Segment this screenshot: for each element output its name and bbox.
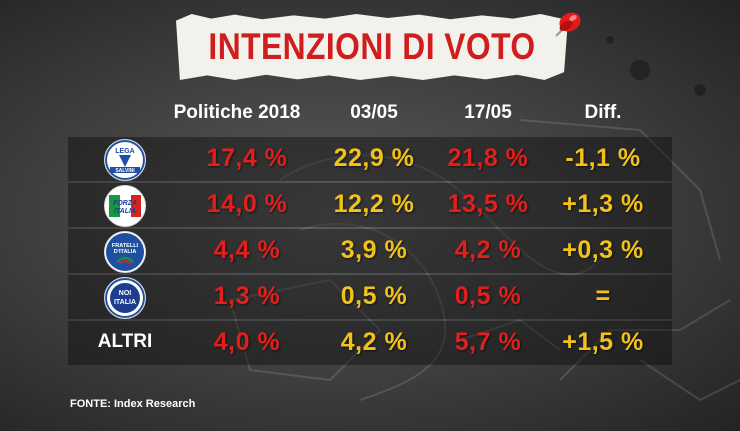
- column-header: 17/05: [464, 102, 512, 123]
- table-cell: 4,0 %: [213, 328, 281, 356]
- table-row: [68, 321, 672, 365]
- svg-text:ITALIA: ITALIA: [114, 208, 136, 215]
- table-cell: 0,5 %: [454, 282, 522, 310]
- table-cell: 5,7 %: [454, 328, 522, 356]
- svg-text:SALVINI: SALVINI: [115, 168, 135, 174]
- table-cell: 17,4 %: [206, 144, 288, 172]
- svg-text:LEGA: LEGA: [115, 148, 134, 155]
- table-row: [68, 137, 672, 181]
- table-cell: 0,5 %: [340, 282, 408, 310]
- table-cell: 4,2 %: [340, 328, 408, 356]
- table-row: [68, 275, 672, 319]
- table-cell: +1,5 %: [562, 328, 644, 356]
- table-cell: +0,3 %: [562, 236, 644, 264]
- table-cell: 14,0 %: [206, 190, 288, 218]
- table-cell: +1,3 %: [562, 190, 644, 218]
- title-banner: [176, 14, 568, 80]
- column-header: 03/05: [350, 102, 398, 123]
- table-cell: 22,9 %: [333, 144, 415, 172]
- table-cell: 21,8 %: [447, 144, 529, 172]
- table-cell: -1,1 %: [565, 144, 641, 172]
- table-cell: 4,2 %: [454, 236, 522, 264]
- svg-text:NOI: NOI: [119, 290, 132, 297]
- table-row: [68, 183, 672, 227]
- table-cell: 1,3 %: [213, 282, 281, 310]
- column-header: Politiche 2018: [173, 102, 301, 123]
- column-header: Diff.: [584, 102, 622, 123]
- source-note: FONTE: Index Research: [70, 398, 196, 410]
- table-cell: =: [595, 282, 611, 310]
- pushpin-icon: [555, 12, 581, 37]
- lega-salvini-logo: LEGA SALVINI: [104, 139, 146, 181]
- table-cell: 4,4 %: [213, 236, 281, 264]
- noi-con-italia-logo: NOI ITALIA: [104, 277, 146, 319]
- table-cell: 3,9 %: [340, 236, 408, 264]
- svg-text:ITALIA: ITALIA: [114, 299, 136, 306]
- table-cell: 13,5 %: [447, 190, 529, 218]
- fratelli-italia-logo: FRATELLI D'ITALIA: [104, 231, 146, 273]
- svg-text:FORZA: FORZA: [113, 200, 137, 207]
- chart-title: INTENZIONI DI VOTO: [208, 26, 536, 67]
- row-label: ALTRI: [97, 331, 153, 352]
- table-row: [68, 229, 672, 273]
- table-cell: 12,2 %: [333, 190, 415, 218]
- forza-italia-logo: FORZA ITALIA: [104, 185, 146, 227]
- svg-text:FRATELLI: FRATELLI: [112, 243, 139, 249]
- svg-text:D'ITALIA: D'ITALIA: [114, 249, 137, 255]
